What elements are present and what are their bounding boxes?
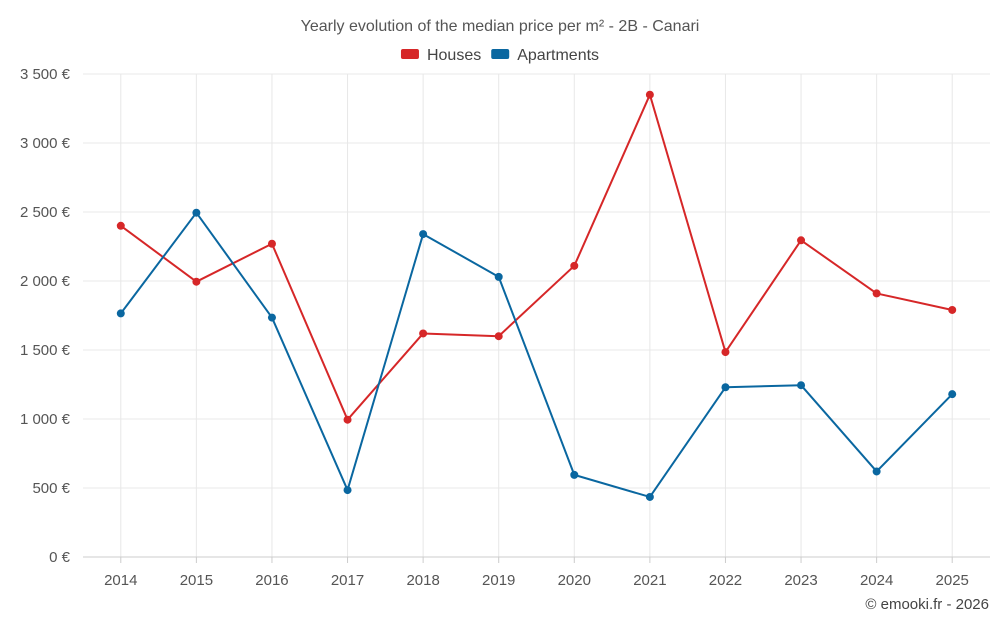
legend-swatch	[491, 49, 510, 59]
legend-item-apartments[interactable]: Apartments	[491, 47, 599, 64]
y-tick-label: 3 500 €	[20, 66, 71, 83]
x-tick-label: 2018	[406, 572, 439, 589]
data-point-apartments[interactable]	[267, 313, 276, 322]
x-tick-label: 2017	[331, 572, 364, 589]
data-point-apartments[interactable]	[570, 470, 579, 479]
data-point-houses[interactable]	[721, 348, 730, 357]
data-point-houses[interactable]	[267, 239, 276, 248]
data-point-houses[interactable]	[645, 90, 654, 99]
data-point-apartments[interactable]	[192, 208, 201, 217]
series-apartments	[116, 208, 957, 501]
x-tick-label: 2022	[709, 572, 742, 589]
data-point-apartments[interactable]	[343, 486, 352, 495]
y-tick-label: 0 €	[49, 549, 71, 566]
x-tick-label: 2019	[482, 572, 515, 589]
x-tick-label: 2021	[633, 572, 666, 589]
data-point-apartments[interactable]	[948, 390, 957, 399]
x-tick-label: 2024	[860, 572, 893, 589]
data-point-houses[interactable]	[192, 277, 201, 286]
data-point-houses[interactable]	[948, 305, 957, 314]
data-point-houses[interactable]	[872, 289, 881, 298]
x-tick-label: 2025	[936, 572, 969, 589]
axes: 0 € 500 € 1 000 € 1 500 € 2 000 € 2 500 € 3 00…	[20, 66, 990, 589]
legend-label: Apartments	[517, 47, 599, 64]
x-tick-label: 2020	[558, 572, 591, 589]
data-point-apartments[interactable]	[721, 383, 730, 392]
data-point-apartments[interactable]	[797, 381, 806, 390]
data-point-houses[interactable]	[116, 221, 125, 230]
data-point-apartments[interactable]	[116, 309, 125, 318]
series-houses	[116, 90, 957, 424]
series-line-houses	[120, 93, 953, 421]
y-tick-label: 2 000 €	[20, 273, 71, 290]
data-point-apartments[interactable]	[872, 467, 881, 476]
x-tick-label: 2023	[784, 572, 817, 589]
y-tick-label: 2 500 €	[20, 204, 71, 221]
y-tick-label: 500 €	[32, 480, 70, 497]
y-tick-label: 1 500 €	[20, 342, 71, 359]
x-tick-label: 2016	[255, 572, 288, 589]
chart-title: Yearly evolution of the median price per…	[301, 18, 700, 35]
legend: Houses Apartments	[400, 47, 599, 64]
data-point-houses[interactable]	[419, 329, 428, 338]
data-point-houses[interactable]	[797, 236, 806, 245]
series-line-apartments	[119, 211, 953, 498]
y-tick-label: 3 000 €	[20, 135, 71, 152]
data-point-houses[interactable]	[570, 261, 579, 270]
grid	[83, 73, 990, 557]
y-tick-label: 1 000 €	[20, 411, 71, 428]
x-tick-label: 2014	[104, 572, 137, 589]
x-tick-label: 2015	[180, 572, 213, 589]
data-point-houses[interactable]	[343, 415, 352, 424]
series-layer	[116, 90, 957, 501]
data-point-houses[interactable]	[494, 332, 503, 341]
data-point-apartments[interactable]	[419, 230, 428, 239]
data-point-apartments[interactable]	[494, 272, 503, 281]
credit-text: © emooki.fr - 2026	[865, 596, 989, 613]
legend-label: Houses	[427, 47, 481, 64]
data-point-apartments[interactable]	[645, 492, 654, 501]
legend-swatch	[400, 49, 419, 59]
legend-item-houses[interactable]: Houses	[400, 47, 481, 64]
